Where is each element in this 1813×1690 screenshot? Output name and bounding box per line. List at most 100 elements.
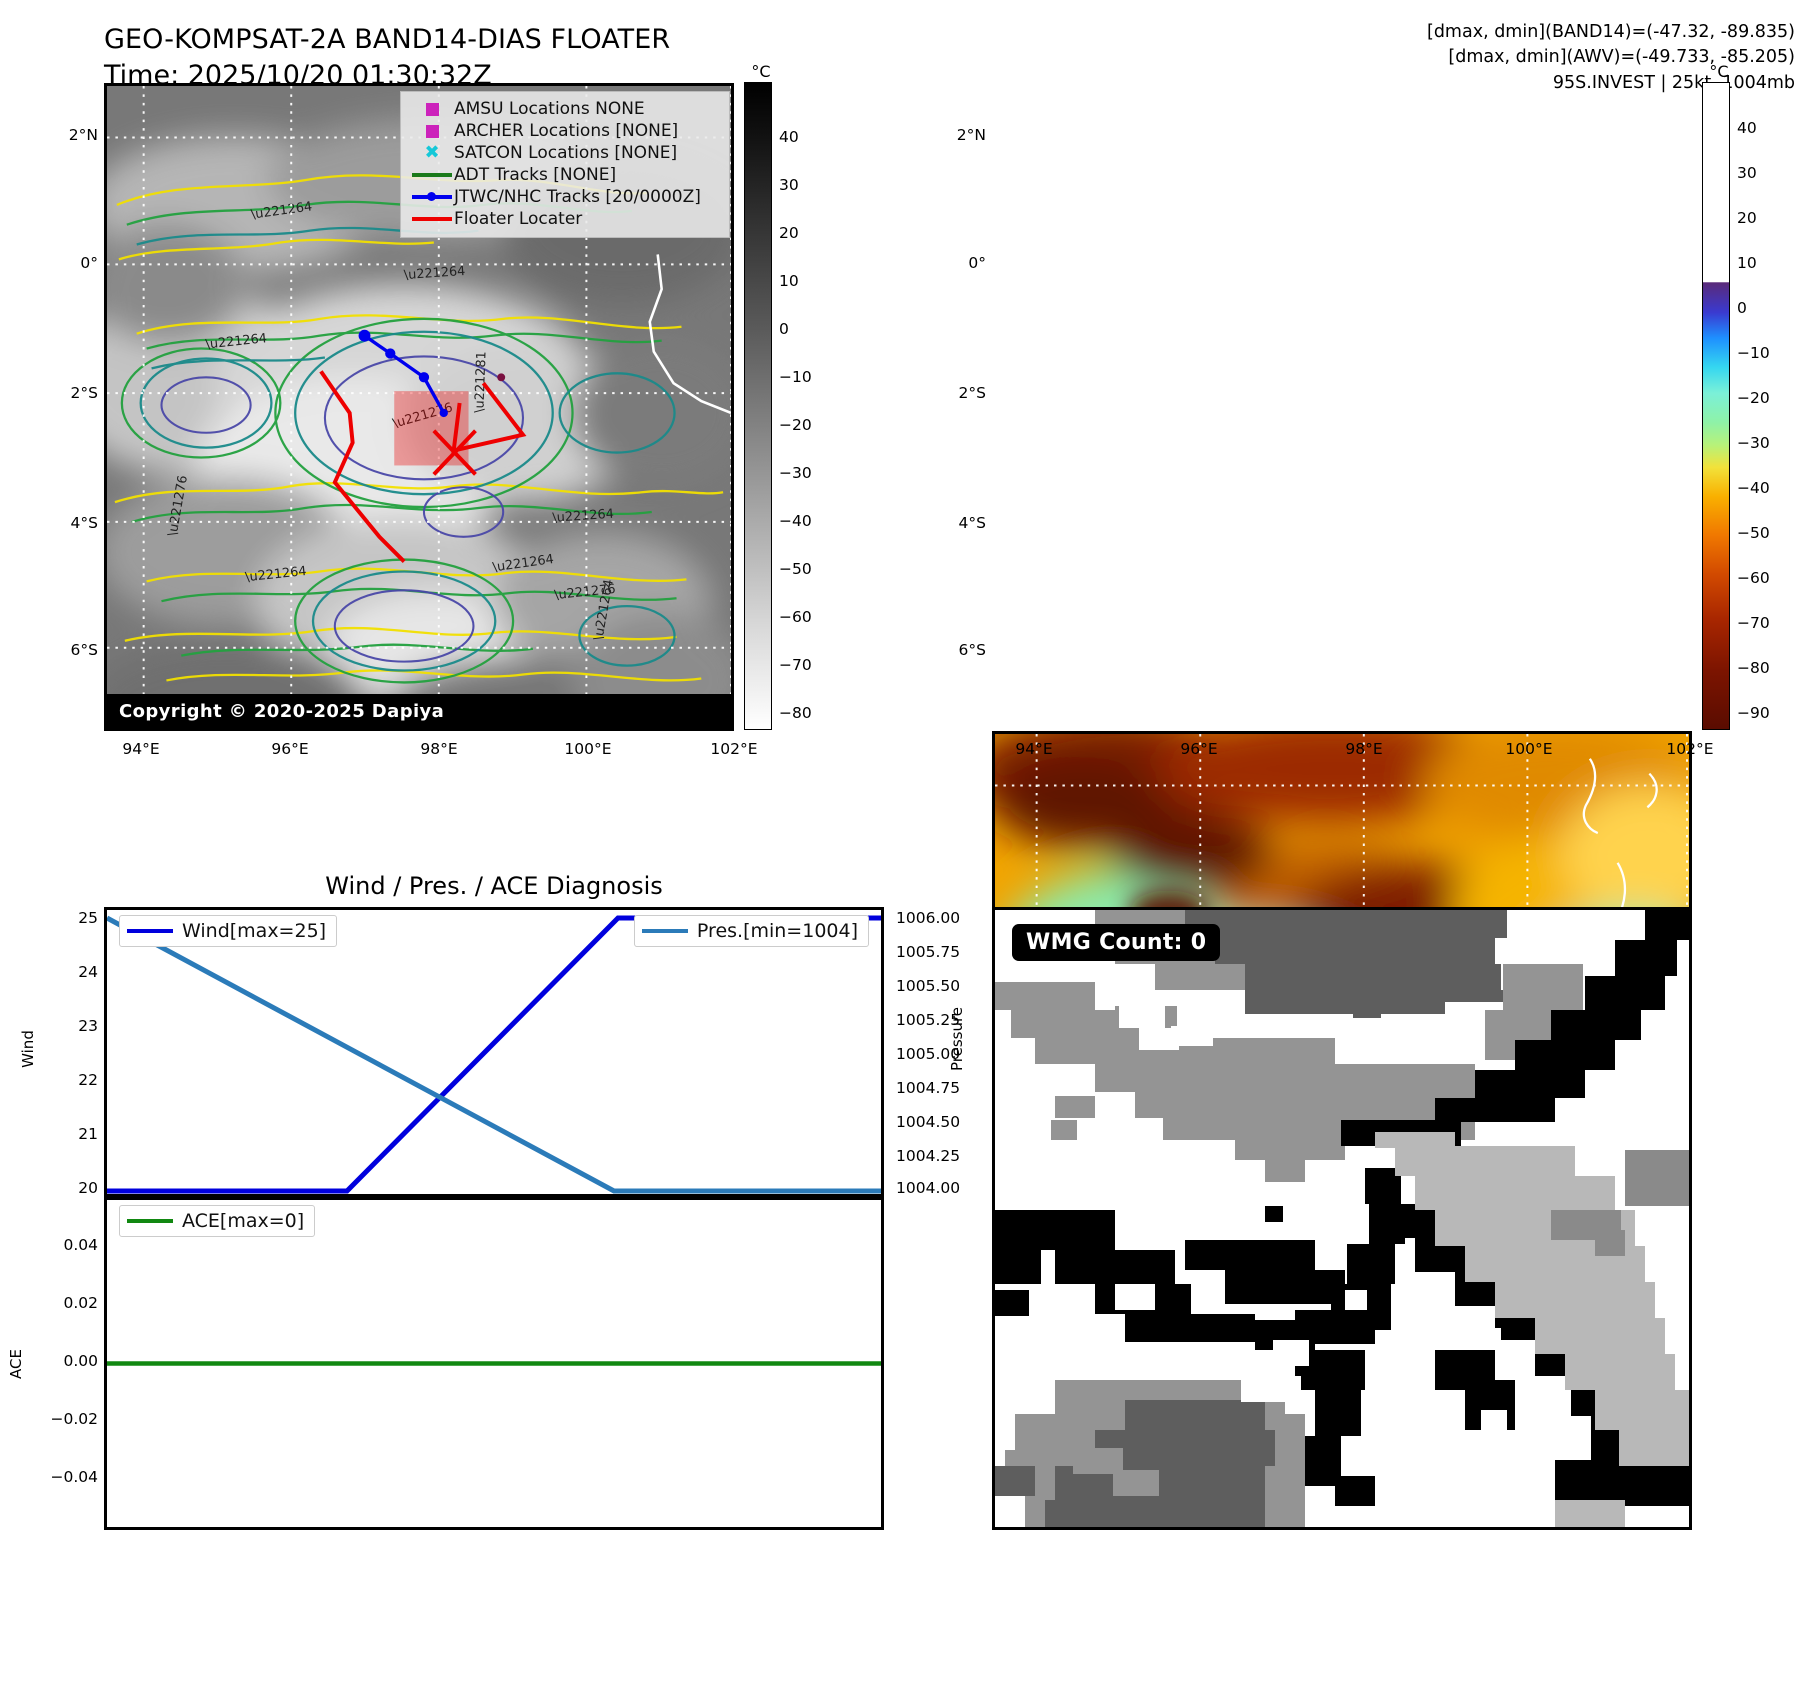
legend-item-amsu: AMSU Locations NONE [410,98,720,120]
wv-lat-label-1: 0° [968,254,986,272]
wv-cb-tick-11: −70 [1737,614,1770,632]
ir-cb-tick-5: −10 [779,368,812,386]
wv-cb-tick-8: −40 [1737,479,1770,497]
floater-locater [319,370,527,563]
wv-cb-tick-10: −60 [1737,569,1770,587]
ir-lat-label-4: 6°S [70,641,98,659]
ir-cb-tick-6: −20 [779,416,812,434]
pressure-legend-label: Pres.[min=1004] [696,920,858,942]
wind-y-axis: 25 24 23 22 21 20 [18,907,98,1197]
wv-lon-label-4: 102°E [1666,740,1714,758]
legend-item-archer: ARCHER Locations [NONE] [410,120,720,142]
pres-ytick-6: 1005.50 [896,977,961,995]
ace-ytick-1: −0.02 [50,1410,99,1428]
copyright-banner: Copyright © 2020-2025 Dapiya [107,694,731,728]
legend-label-amsu: AMSU Locations NONE [454,99,645,119]
wv-cb-tick-7: −30 [1737,434,1770,452]
legend-label-floater: Floater Locater [454,209,583,229]
ace-ytick-2: 0.00 [63,1352,98,1370]
ir-lon-label-2: 98°E [420,740,458,758]
storm-summary: 95S.INVEST | 25kt, 1004mb [1552,72,1795,93]
pres-ytick-3: 1004.75 [896,1079,961,1097]
satcon-cross-icon: ✖ [424,142,440,163]
wv-lon-label-1: 96°E [1180,740,1218,758]
legend-item-satcon: ✖ SATCON Locations [NONE] [410,142,720,164]
ace-legend-line-icon [127,1218,173,1224]
pres-ytick-2: 1004.50 [896,1113,961,1131]
wind-ytick-0: 20 [78,1179,98,1197]
ir-lon-label-0: 94°E [122,740,160,758]
pres-ytick-8: 1006.00 [896,909,961,927]
wv-lat-label-3: 4°S [958,514,986,532]
wv-lat-label-0: 2°N [956,126,986,144]
pressure-axis-label: Pressure [948,1006,966,1072]
pressure-y-axis: 1006.00 1005.75 1005.50 1005.25 1005.00 … [896,907,1006,1197]
wind-pressure-lines [107,915,881,1194]
wv-cb-tick-3: 10 [1737,254,1757,272]
ace-ytick-0: −0.04 [50,1468,99,1486]
ir-cb-tick-12: −80 [779,704,812,722]
ace-axis-label: ACE [7,1349,25,1379]
page-title: GEO-KOMPSAT-2A BAND14-DIAS FLOATER Time:… [104,22,670,93]
wind-ytick-3: 23 [78,1017,98,1035]
pres-ytick-7: 1005.75 [896,943,961,961]
legend-item-floater: Floater Locater [410,208,720,230]
wv-lat-axis: 2°N 0° 2°S 4°S 6°S [928,83,986,731]
ir-cb-tick-2: 20 [779,224,799,242]
legend-item-adt: ADT Tracks [NONE] [410,164,720,186]
wind-pressure-plot[interactable]: Wind[max=25] Pres.[min=1004] [104,907,884,1197]
wv-cb-tick-0: 40 [1737,119,1757,137]
wv-cb-tick-4: 0 [1737,299,1747,317]
svg-text:\u221264: \u221264 [552,507,614,526]
header-info-block: [dmax, dmin](BAND14)=(-47.32, -89.835) [… [1427,20,1795,96]
wv-cb-tick-9: −50 [1737,524,1770,542]
ir-floater-image[interactable]: \u221264 \u221264 \u221264 \u221276 \u22… [104,83,734,731]
ir-lat-label-0: 2°N [68,126,98,144]
ir-lon-label-4: 102°E [710,740,758,758]
wind-legend: Wind[max=25] [119,915,338,947]
wv-cb-tick-5: −10 [1737,344,1770,362]
ir-cb-tick-0: 40 [779,128,799,146]
ir-colorbar-ticks: 40 30 20 10 0 −10 −20 −30 −40 −50 −60 −7… [772,82,816,730]
wv-colorbar-ticks: 40 30 20 10 0 −10 −20 −30 −40 −50 −60 −7… [1730,82,1782,730]
ir-cb-tick-4: 0 [779,320,789,338]
wv-cb-tick-2: 20 [1737,209,1757,227]
pressure-legend: Pres.[min=1004] [633,915,869,947]
svg-text:\u221264: \u221264 [245,564,308,585]
svg-text:\u221264: \u221264 [403,264,465,283]
legend-label-adt: ADT Tracks [NONE] [454,165,617,185]
ir-cb-tick-7: −30 [779,464,812,482]
amsu-square-icon [410,102,454,116]
ace-y-axis: 0.04 0.02 0.00 −0.02 −0.04 [8,1197,99,1530]
legend-label-satcon: SATCON Locations [NONE] [454,143,678,163]
dmax-dmin-band14: [dmax, dmin](BAND14)=(-47.32, -89.835) [1427,22,1795,42]
pres-ytick-0: 1004.00 [896,1179,961,1197]
ace-line [107,1361,881,1366]
jtwc-line-marker-icon [410,192,454,202]
ir-lat-label-3: 4°S [70,514,98,532]
wv-lat-label-2: 2°S [958,384,986,402]
ace-ytick-4: 0.04 [63,1236,98,1254]
wmg-map-panel[interactable]: WMG Count: 0 [992,907,1692,1530]
pres-ytick-4: 1005.00 [896,1045,961,1063]
wv-cb-tick-6: −20 [1737,389,1770,407]
wind-ytick-2: 22 [78,1071,98,1089]
ace-plot[interactable]: ACE[max=0] [104,1197,884,1530]
legend-label-jtwc: JTWC/NHC Tracks [20/0000Z] [454,187,701,207]
pres-ytick-1: 1004.25 [896,1147,961,1165]
floater-line-icon [410,217,454,221]
ir-lat-label-1: 0° [80,254,98,272]
wind-ytick-1: 21 [78,1125,98,1143]
wv-colorbar-unit: °C [1709,62,1729,81]
ir-cb-tick-11: −70 [779,656,812,674]
wind-legend-label: Wind[max=25] [182,920,327,942]
svg-text:\u221281: \u221281 [472,351,489,413]
wmg-blocky-map [995,910,1689,1527]
wv-cb-tick-12: −80 [1737,659,1770,677]
ir-lat-axis: 2°N 0° 2°S 4°S 6°S [40,83,98,731]
jtwc-track [358,329,448,418]
ace-legend-label: ACE[max=0] [182,1210,305,1232]
wind-axis-label: Wind [19,1030,37,1068]
legend-item-jtwc: JTWC/NHC Tracks [20/0000Z] [410,186,720,208]
dmax-dmin-awv: [dmax, dmin](AWV)=(-49.733, -85.205) [1448,47,1795,68]
